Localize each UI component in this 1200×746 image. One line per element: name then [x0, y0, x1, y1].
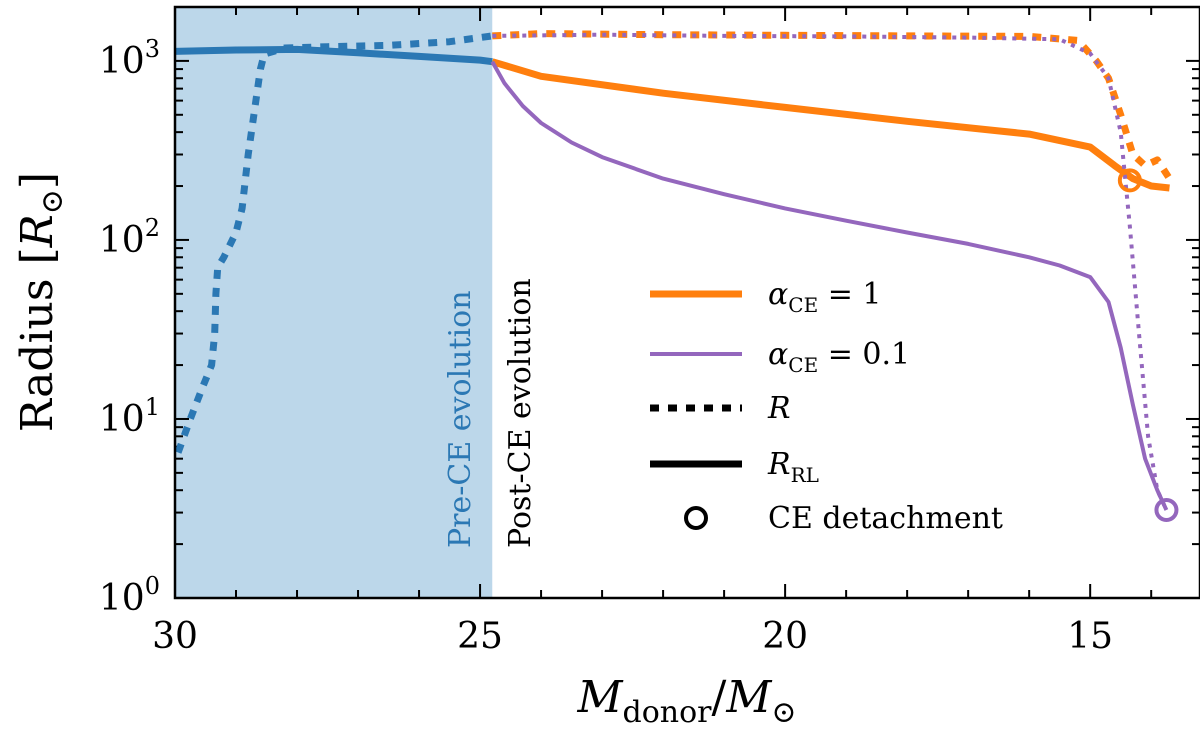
legend-entry-solid-purple: αCE = 0.1: [650, 337, 910, 377]
x-tick-labels: 30 25 20 15: [152, 616, 1113, 657]
pre-ce-region-label: Pre-CE evolution: [443, 290, 478, 548]
legend-entry-solid-black: RRL: [650, 447, 819, 487]
series-alpha01_R: [492, 32, 1169, 511]
legend-entry-circle-black: CE detachment: [684, 501, 1003, 536]
legend-label: CE detachment: [768, 501, 1003, 536]
x-tick-label: 25: [457, 616, 503, 657]
legend: αCE = 1 αCE = 0.1 R RRL CE detachment: [650, 277, 1003, 536]
y-tick-label: 103: [99, 35, 160, 82]
x-tick-label: 20: [762, 616, 808, 657]
plot-frame: [173, 5, 1200, 600]
series-alpha01_RRL: [490, 60, 1169, 511]
series-pre_R: [174, 32, 493, 454]
legend-label: αCE = 1: [768, 277, 881, 317]
legend-entry-solid-orange: αCE = 1: [650, 277, 881, 317]
marker-alpha1_detachment: [1117, 168, 1142, 193]
legend-entry-dotted-black: R: [650, 391, 791, 426]
series-pre_RRL: [174, 45, 493, 66]
y-tick-labels: 100 101 102 103: [99, 35, 160, 619]
series-alpha1_R: [492, 30, 1173, 181]
y-tick-label: 100: [99, 572, 160, 619]
y-axis-title: Radius [R⊙]: [12, 172, 70, 432]
marker-alpha01_detachment: [1154, 498, 1179, 523]
y-tick-label: 102: [99, 214, 160, 261]
pre-ce-shaded-region: [175, 7, 493, 598]
post-ce-region-label: Post-CE evolution: [503, 278, 538, 548]
legend-label: αCE = 0.1: [768, 337, 910, 377]
x-tick-label: 30: [152, 616, 198, 657]
legend-label: RRL: [767, 447, 819, 487]
legend-label: R: [767, 391, 791, 426]
legend-swatch: [684, 506, 708, 530]
x-axis-title: Mdonor/M⊙: [576, 672, 796, 730]
x-tick-label: 15: [1067, 616, 1113, 657]
series-alpha1_RRL: [491, 58, 1170, 192]
marker-layer: [1117, 168, 1179, 523]
y-tick-label: 101: [99, 393, 160, 440]
